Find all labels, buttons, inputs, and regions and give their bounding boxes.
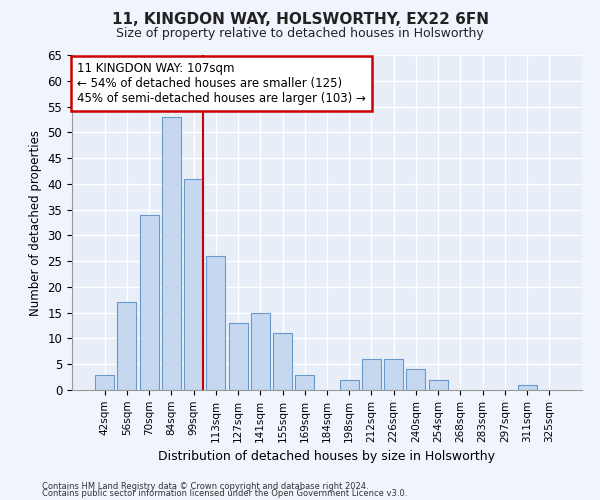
Bar	[273, 334, 292, 390]
Bar	[406, 370, 425, 390]
X-axis label: Distribution of detached houses by size in Holsworthy: Distribution of detached houses by size …	[158, 450, 496, 463]
Bar	[162, 117, 181, 390]
Bar	[384, 359, 403, 390]
Text: 11, KINGDON WAY, HOLSWORTHY, EX22 6FN: 11, KINGDON WAY, HOLSWORTHY, EX22 6FN	[112, 12, 488, 28]
Bar	[118, 302, 136, 390]
Text: Contains HM Land Registry data © Crown copyright and database right 2024.: Contains HM Land Registry data © Crown c…	[42, 482, 368, 491]
Bar	[184, 178, 203, 390]
Text: Contains public sector information licensed under the Open Government Licence v3: Contains public sector information licen…	[42, 490, 407, 498]
Bar	[206, 256, 225, 390]
Text: 11 KINGDON WAY: 107sqm
← 54% of detached houses are smaller (125)
45% of semi-de: 11 KINGDON WAY: 107sqm ← 54% of detached…	[77, 62, 366, 104]
Bar	[295, 374, 314, 390]
Bar	[140, 215, 158, 390]
Bar	[518, 385, 536, 390]
Text: Size of property relative to detached houses in Holsworthy: Size of property relative to detached ho…	[116, 28, 484, 40]
Bar	[429, 380, 448, 390]
Y-axis label: Number of detached properties: Number of detached properties	[29, 130, 42, 316]
Bar	[340, 380, 359, 390]
Bar	[95, 374, 114, 390]
Bar	[229, 323, 248, 390]
Bar	[251, 312, 270, 390]
Bar	[362, 359, 381, 390]
